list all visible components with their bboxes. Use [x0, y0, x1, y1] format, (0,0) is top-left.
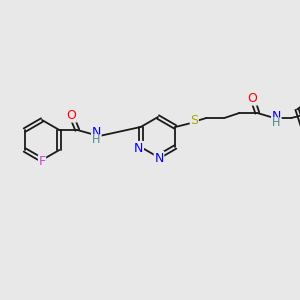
Text: S: S [190, 113, 198, 127]
Text: O: O [248, 92, 257, 105]
Text: N: N [154, 152, 164, 164]
Text: N: N [272, 110, 281, 122]
Text: H: H [272, 118, 281, 128]
Text: H: H [92, 135, 100, 145]
Text: F: F [38, 155, 46, 168]
Text: N: N [134, 142, 143, 154]
Text: N: N [92, 127, 101, 140]
Text: O: O [66, 109, 76, 122]
